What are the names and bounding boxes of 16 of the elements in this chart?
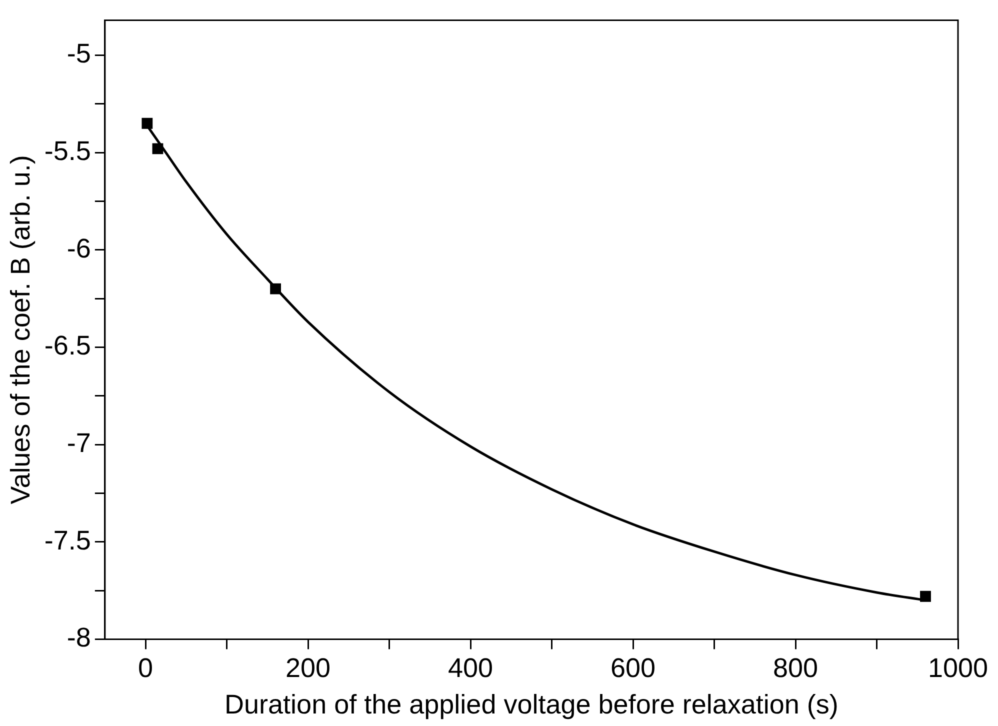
y-tick-label: -7	[66, 428, 91, 458]
y-axis-title: Values of the coef. B (arb. u.)	[6, 155, 36, 504]
x-axis-title: Duration of the applied voltage before relaxation (s)	[224, 689, 838, 720]
x-tick-label: 200	[286, 652, 331, 683]
point	[920, 590, 931, 602]
x-tick-label: 0	[138, 652, 154, 683]
y-tick-label: -7.5	[44, 525, 91, 556]
x-tick-label: 800	[772, 652, 818, 683]
x-tick-label: 400	[448, 652, 494, 683]
y-tick-label: -6	[66, 233, 91, 264]
x-tick-label: 600	[610, 652, 656, 683]
y-tick-label: -8	[66, 622, 91, 653]
y-tick-label: -5	[66, 38, 91, 69]
x-tick-label: 1000	[928, 652, 988, 683]
y-tick-label: -5.5	[44, 136, 91, 166]
y-tick-label: -6.5	[44, 330, 91, 361]
